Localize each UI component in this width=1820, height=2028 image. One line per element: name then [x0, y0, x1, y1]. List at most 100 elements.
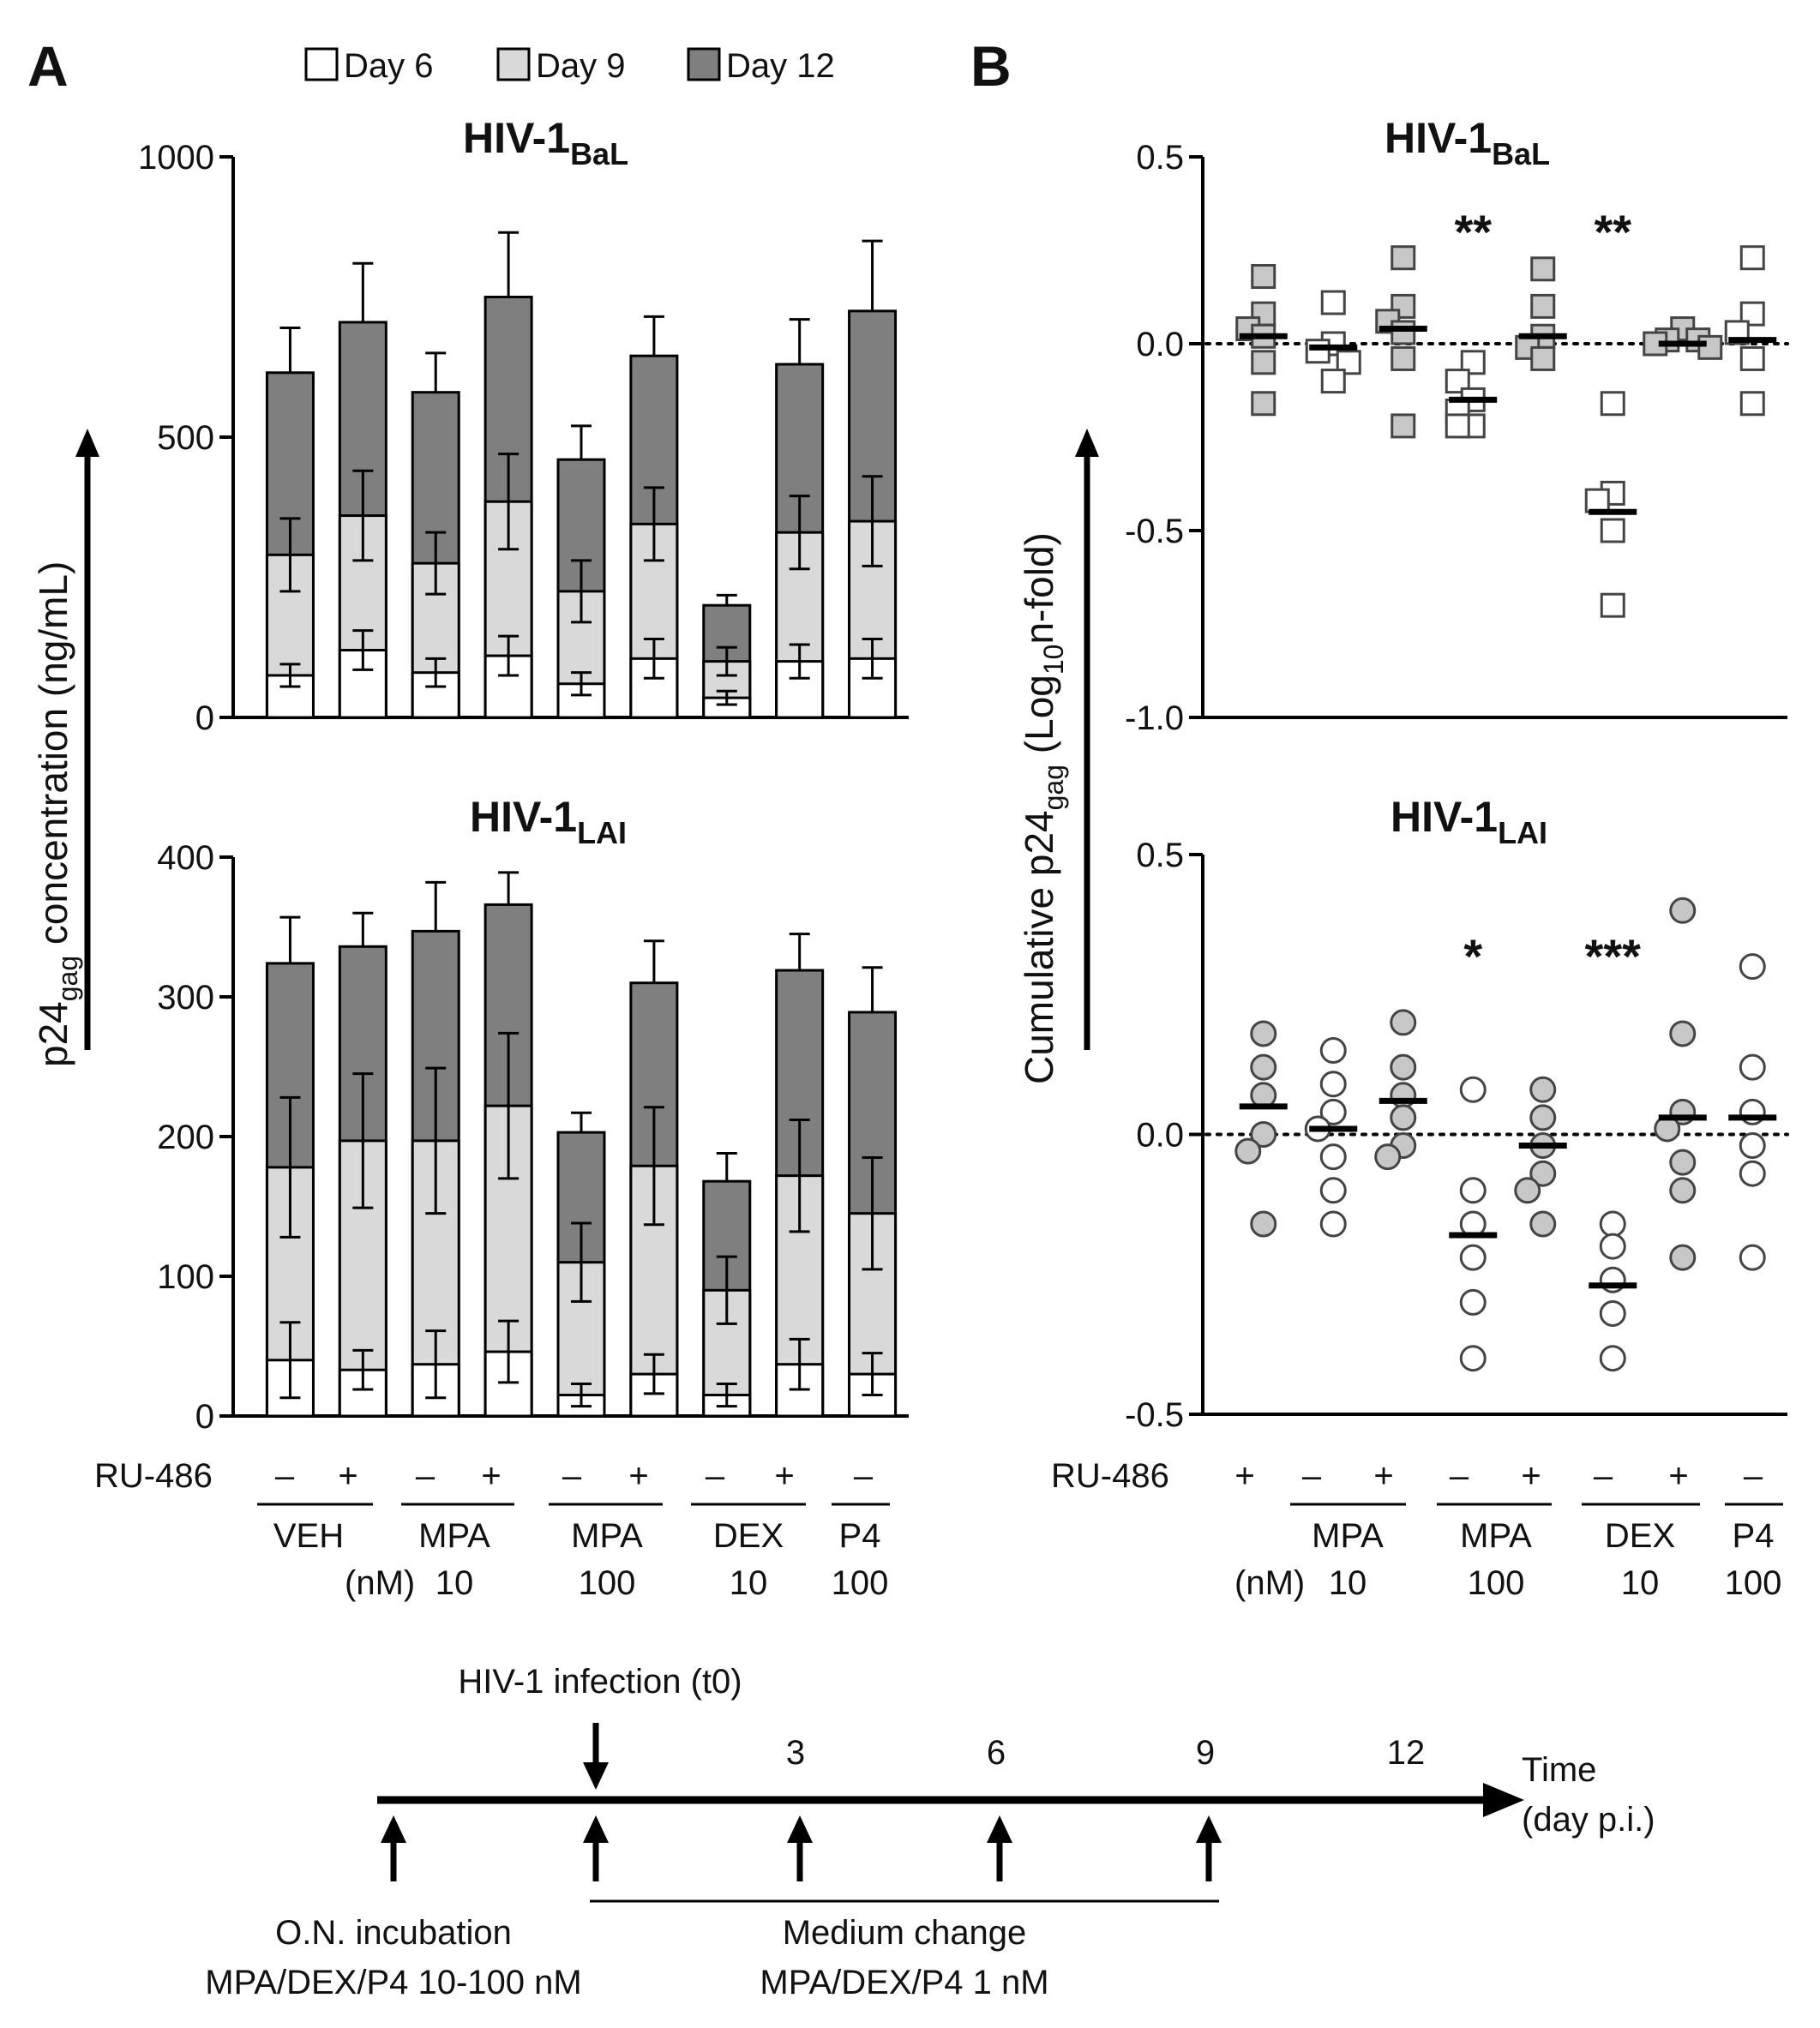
data-point-circle — [1599, 1210, 1626, 1238]
y-tick-label: 0.0 — [1136, 1117, 1184, 1155]
group-b-mpa10: MPA — [1312, 1517, 1384, 1555]
bar-day6 — [484, 654, 533, 719]
data-point-circle — [1529, 1104, 1557, 1131]
y-tick-label: 400 — [157, 839, 214, 877]
title-b-bottom: HIV-1LAI — [1391, 793, 1547, 850]
significance-marker: *** — [1585, 929, 1642, 983]
data-point-circle — [1390, 1009, 1417, 1036]
data-point-circle — [1739, 1053, 1766, 1081]
sign-a-3: – — [416, 1457, 435, 1495]
data-point-circle — [1319, 1071, 1347, 1098]
day-label-6: 6 — [987, 1734, 1006, 1772]
y-tick-label: -0.5 — [1125, 513, 1184, 550]
data-point-circle — [1739, 1244, 1766, 1271]
dose-a-dex10: 10 — [730, 1564, 768, 1602]
group-b-mpa100: MPA — [1460, 1517, 1532, 1555]
up-arrowhead-day3 — [787, 1815, 813, 1843]
data-point-circle — [1459, 1345, 1487, 1372]
data-point-circle — [1459, 1177, 1487, 1204]
data-point-square — [1320, 369, 1346, 394]
data-point-circle — [1669, 1149, 1697, 1176]
data-point-square — [1739, 391, 1765, 417]
data-point-circle — [1319, 1177, 1347, 1204]
significance-marker: ** — [1594, 205, 1631, 259]
chart-a-top: 0 500 1000 — [138, 139, 909, 737]
up-arrowhead-day9 — [1196, 1815, 1222, 1843]
data-point-circle — [1514, 1177, 1541, 1204]
panel-b-letter: B — [970, 34, 1012, 98]
data-point-circle — [1599, 1299, 1626, 1327]
medium-line1: Medium change — [783, 1914, 1027, 1952]
bar-day6 — [629, 1372, 679, 1418]
data-point-circle — [1459, 1288, 1487, 1316]
y-axis-arrowhead-a — [75, 429, 99, 457]
dose-b-mpa10: 10 — [1329, 1564, 1367, 1602]
data-point-circle — [1374, 1143, 1402, 1171]
data-point-circle — [1669, 897, 1697, 924]
data-point-circle — [1319, 1143, 1347, 1171]
data-point-square — [1251, 264, 1276, 290]
data-point-circle — [1390, 1053, 1417, 1081]
data-point-square — [1600, 391, 1625, 417]
data-point-circle — [1319, 1210, 1347, 1238]
panel-a-letter: A — [27, 34, 69, 98]
legend: Day 6 Day 9 Day 12 — [304, 47, 835, 85]
incubation-line1: O.N. incubation — [275, 1914, 512, 1952]
group-a-dex10: DEX — [713, 1517, 784, 1555]
data-point-circle — [1529, 1210, 1557, 1238]
legend-day9: Day 9 — [536, 47, 626, 85]
data-point-circle — [1739, 1160, 1766, 1187]
up-arrowhead-day0 — [583, 1815, 609, 1843]
sign-a-7: – — [706, 1457, 725, 1495]
sign-a-4: + — [481, 1457, 501, 1495]
data-point-square — [1739, 301, 1765, 327]
y-tick-label: -0.5 — [1125, 1396, 1184, 1434]
infection-label: HIV-1 infection (t0) — [458, 1663, 742, 1701]
y-tick-label: 300 — [157, 979, 214, 1017]
time-label: Time — [1522, 1751, 1596, 1789]
significance-marker: ** — [1454, 205, 1492, 259]
data-point-circle — [1390, 1104, 1417, 1131]
data-point-square — [1697, 334, 1723, 360]
sign-b-7: + — [1668, 1457, 1688, 1495]
unit-a: (nM) — [345, 1564, 415, 1602]
timeline-arrowhead — [1483, 1783, 1524, 1817]
data-point-circle — [1599, 1233, 1626, 1260]
data-point-square — [1320, 290, 1346, 315]
y-tick-label: 1000 — [138, 139, 214, 177]
data-point-circle — [1739, 953, 1766, 981]
infection-arrowhead — [583, 1762, 609, 1790]
data-point-square — [1530, 345, 1556, 371]
data-point-circle — [1459, 1244, 1487, 1271]
y-tick-label: 100 — [157, 1258, 214, 1296]
dose-b-mpa100: 100 — [1468, 1564, 1525, 1602]
y-tick-label: 0.5 — [1136, 139, 1184, 177]
x-axis-b: RU-486 + – + – + – + – MPA MPA DEX P4 (n… — [1051, 1457, 1783, 1602]
data-point-circle — [1529, 1076, 1557, 1103]
title-b-top: HIV-1BaL — [1385, 114, 1550, 171]
y-axis-label-b: Cumulative p24gag (Log10n-fold) — [1017, 429, 1099, 1084]
data-point-square — [1445, 413, 1470, 439]
dose-a-mpa100: 100 — [579, 1564, 636, 1602]
legend-day12: Day 12 — [726, 47, 835, 85]
data-point-circle — [1250, 1053, 1277, 1081]
unit-b: (nM) — [1234, 1564, 1305, 1602]
data-point-circle — [1739, 1132, 1766, 1160]
data-point-square — [1251, 350, 1276, 375]
data-point-square — [1600, 518, 1625, 543]
sign-b-4: – — [1450, 1457, 1469, 1495]
group-a-mpa100: MPA — [571, 1517, 643, 1555]
medium-line2: MPA/DEX/P4 1 nM — [760, 1964, 1048, 2001]
data-point-circle — [1669, 1244, 1697, 1271]
title-a-top: HIV-1BaL — [463, 114, 628, 171]
data-point-circle — [1250, 1210, 1277, 1238]
up-arrows — [381, 1815, 1222, 1881]
data-point-square — [1739, 345, 1765, 371]
ru486-label-b: RU-486 — [1051, 1457, 1169, 1495]
sign-a-2: + — [338, 1457, 357, 1495]
up-arrowhead-incubation — [381, 1815, 406, 1843]
sign-b-1: + — [1234, 1457, 1254, 1495]
legend-swatch-day12 — [687, 47, 721, 81]
legend-swatch-day6 — [304, 47, 339, 81]
